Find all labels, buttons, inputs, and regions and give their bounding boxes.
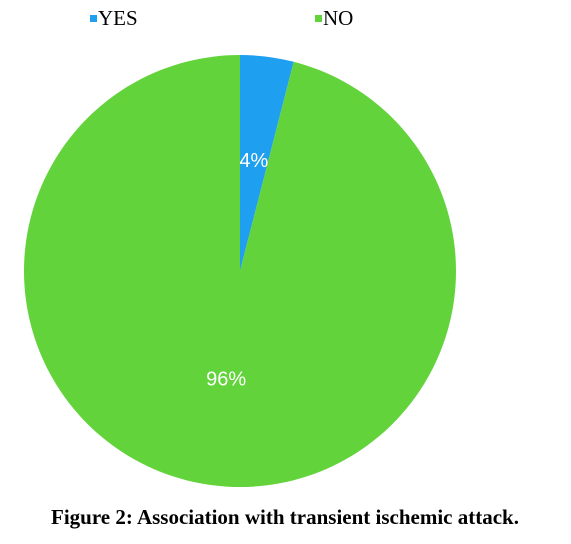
- pie-slice: [240, 55, 294, 271]
- caption: Figure 2: Association with transient isc…: [51, 505, 519, 529]
- pie-slice: [23, 55, 456, 487]
- legend-label: YES: [98, 6, 138, 30]
- legend-label: NO: [323, 6, 353, 30]
- legend-swatch: [315, 15, 322, 22]
- value-label: 4%: [239, 150, 268, 172]
- value-label: 96%: [206, 369, 246, 391]
- legend-swatch: [90, 15, 97, 22]
